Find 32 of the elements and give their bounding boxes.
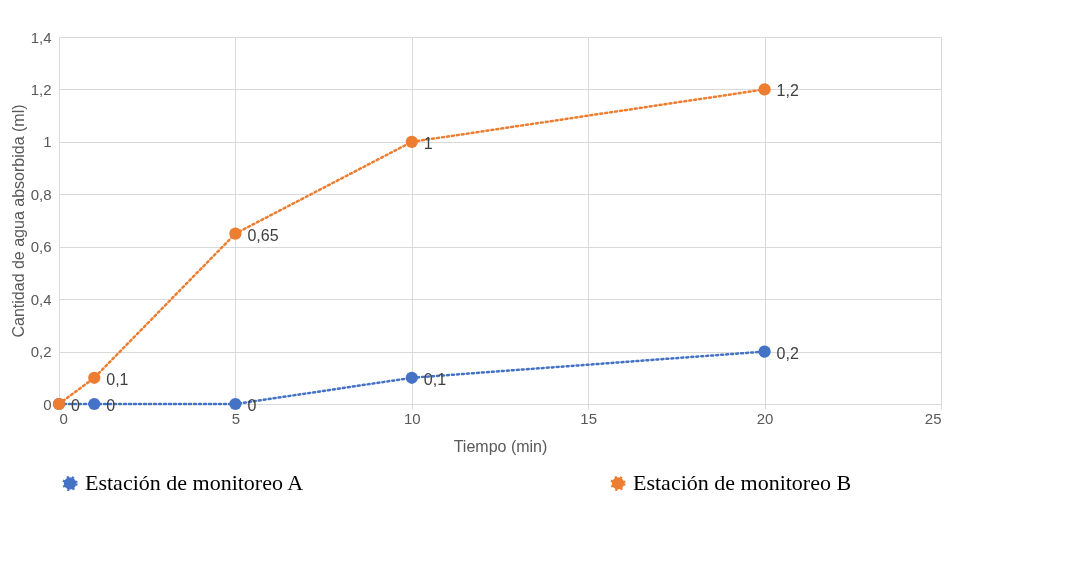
point xyxy=(88,371,101,384)
legend-label: Estación de monitoreo A xyxy=(85,470,304,496)
point xyxy=(229,397,242,411)
x-axis-title: Tiempo (min) xyxy=(453,437,548,455)
point xyxy=(758,345,771,358)
data-label: 0,65 xyxy=(247,226,279,244)
point xyxy=(405,135,418,148)
y-tick-label: 1 xyxy=(43,133,52,151)
point xyxy=(88,397,101,411)
legend-label: Estación de monitoreo B xyxy=(633,470,852,496)
y-tick-label: 1,4 xyxy=(30,28,52,46)
y-tick-label: 0 xyxy=(43,395,52,413)
data-label: 0 xyxy=(247,397,257,414)
y-tick-label: 0,8 xyxy=(30,185,52,203)
y-tick-label: 0,4 xyxy=(30,290,52,308)
x-tick-label: 20 xyxy=(756,409,774,427)
y-tick-label: 1,2 xyxy=(30,80,52,98)
y-axis-title: Cantidad de agua absorbida (ml) xyxy=(9,104,27,338)
data-label: 0,1 xyxy=(106,370,129,388)
data-label: 1 xyxy=(423,134,433,152)
y-tick-label: 0,6 xyxy=(30,238,52,256)
y-tick-label: 0,2 xyxy=(30,343,52,361)
point xyxy=(405,371,418,384)
x-tick-label: 10 xyxy=(403,409,421,427)
x-tick-label: 5 xyxy=(231,409,241,427)
data-label: 1,2 xyxy=(776,82,799,100)
x-tick-label: 15 xyxy=(580,409,598,427)
data-label: 0,2 xyxy=(776,344,799,362)
x-tick-label: 0 xyxy=(59,409,68,427)
point xyxy=(229,227,242,240)
point xyxy=(758,83,771,96)
x-tick-label: 25 xyxy=(924,409,942,427)
